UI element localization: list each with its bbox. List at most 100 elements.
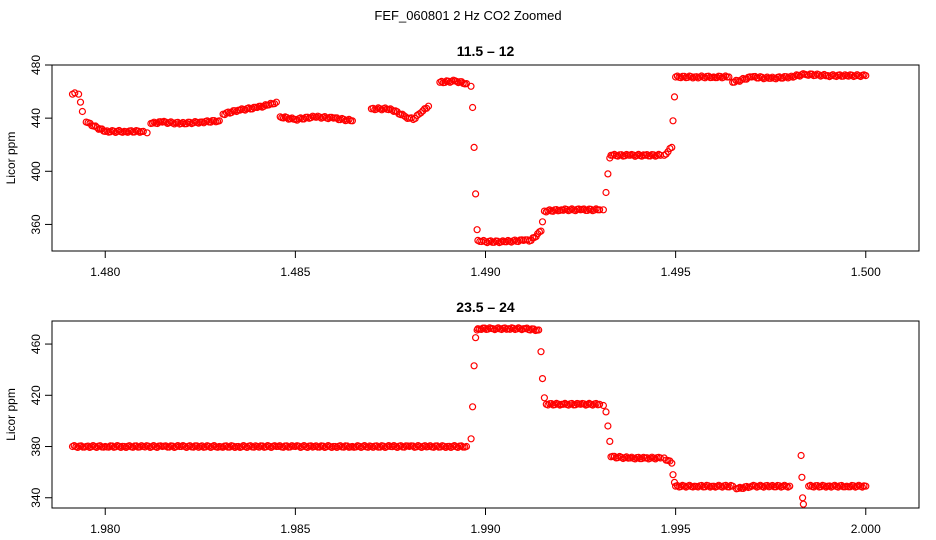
data-point [490,238,498,246]
data-point [467,82,475,90]
data-point [704,72,713,80]
y-tick-label: 360 [29,214,43,234]
data-point [457,442,465,450]
data-point [219,443,227,451]
data-point [799,500,808,508]
data-point [276,442,284,450]
data-point [484,325,492,333]
data-point [722,481,730,489]
data-point [848,71,856,79]
x-tick-label: 1.990 [470,522,500,536]
data-point [599,206,608,214]
data-point [316,443,324,451]
data-point [666,457,674,465]
data-point [453,77,461,86]
data-point [669,117,677,125]
data-point [472,190,480,198]
data-point [509,324,518,332]
data-point [286,443,294,451]
panel-title: 23.5 – 24 [456,299,515,315]
data-point [837,481,846,490]
data-point [343,442,351,450]
data-point [352,443,360,451]
data-point [143,129,151,137]
data-point [680,72,688,80]
data-point [587,205,595,213]
data-point [540,394,549,402]
x-tick-label: 1.495 [661,265,691,279]
data-point [552,206,561,214]
data-point [441,78,449,87]
data-point [129,443,137,451]
data-point [595,400,604,408]
data-point [622,453,631,461]
data-point [424,102,433,110]
data-point [283,113,291,122]
data-point [373,442,381,450]
data-point [617,453,626,461]
data-point [373,105,381,113]
data-point [604,422,612,430]
data-point [725,483,733,491]
data-point [93,123,101,132]
data-point [189,443,197,451]
data-point [718,483,726,491]
data-point [791,72,799,80]
data-point [782,73,790,81]
data-point [397,442,405,450]
data-point [535,326,543,334]
data-point [697,72,706,80]
x-tick-label: 2.000 [851,522,881,536]
data-point [526,326,534,334]
data-point [127,127,135,135]
data-point [162,442,170,450]
data-point [333,114,341,122]
data-point [760,483,768,491]
data-point [650,151,658,159]
data-point [669,471,677,479]
data-point [319,442,327,450]
data-point [502,238,510,246]
data-point [595,206,604,214]
data-point [602,188,610,197]
data-point [124,128,132,136]
data-point [312,442,320,450]
data-point [153,443,161,451]
data-point [469,103,477,112]
data-point [832,72,841,81]
data-point [207,118,215,126]
x-tick-label: 1.485 [280,265,310,279]
data-point [412,443,420,451]
data-point [423,104,431,112]
data-point [684,73,692,82]
data-point [74,443,82,451]
data-point [754,74,763,82]
data-point [606,437,614,445]
data-point [477,325,485,333]
data-point [300,115,308,123]
data-point [92,443,101,451]
x-tick-label: 1.490 [470,265,500,279]
data-point [701,74,709,82]
data-point [568,399,576,408]
data-point [379,442,388,450]
data-point [74,90,83,98]
data-point [76,98,85,106]
data-point [716,72,725,81]
data-point [226,443,234,451]
data-point [170,120,178,128]
data-point [798,473,806,481]
data-point [469,403,477,411]
data-point [103,127,111,135]
data-point [817,483,825,491]
data-point [704,482,713,490]
data-point [283,442,291,450]
data-point [862,482,870,490]
data-point [189,119,197,127]
data-point [697,481,706,490]
data-point [730,78,739,86]
plot-panel-2: 23.5 – 24 Licor ppm 1.980 1.985 1.990 1.995 2.… [4,299,920,536]
data-point [454,443,462,451]
data-point [634,453,643,461]
